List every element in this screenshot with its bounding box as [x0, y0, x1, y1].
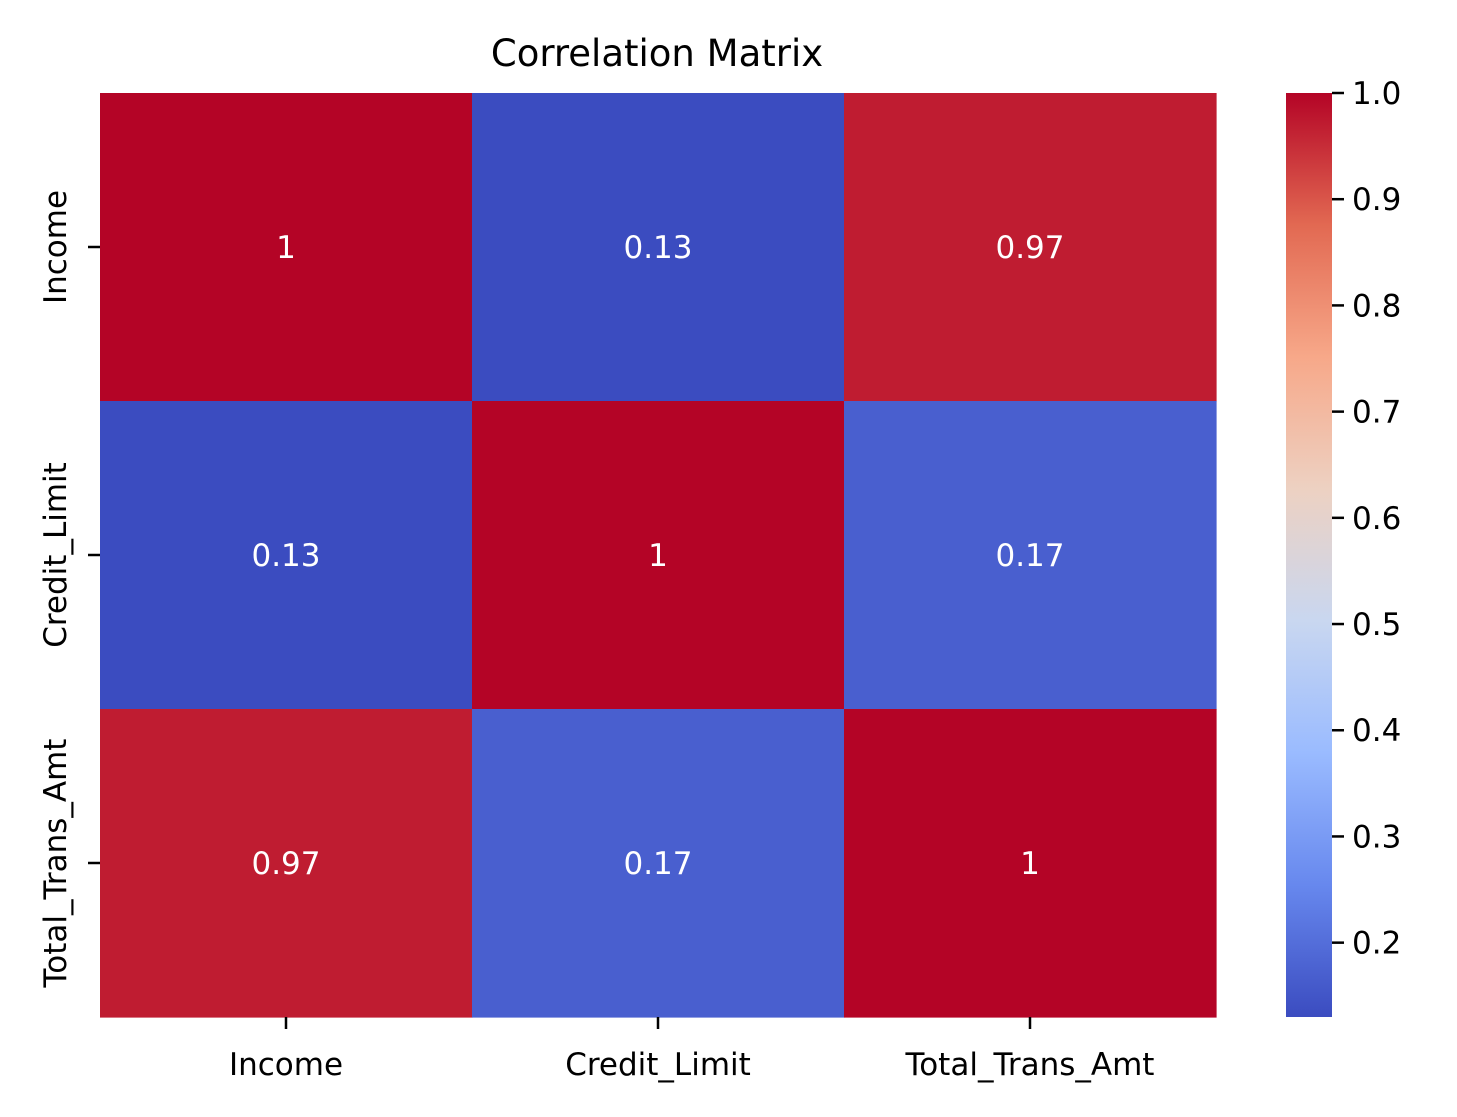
cell-value-label: 0.97: [995, 230, 1064, 266]
colorbar-tick-label: 0.7: [1352, 395, 1401, 431]
cell-value-label: 0.13: [251, 538, 320, 574]
x-tick-label: Total_Trans_Amt: [905, 1047, 1155, 1083]
heatmap-cell: [472, 93, 845, 402]
cell-value-label: 1: [276, 230, 296, 266]
cell-value-label: 0.13: [623, 230, 692, 266]
heatmap-cell-labels: 1 0.13 0.97 0.13 1 0.17 0.97 0.17 1: [251, 230, 1064, 882]
y-tick-label: Total_Trans_Amt: [38, 739, 74, 989]
colorbar-tick-label: 0.3: [1352, 819, 1401, 855]
heatmap-cell: [844, 709, 1217, 1018]
x-tick-label: Income: [229, 1047, 343, 1083]
heatmap-cells: [100, 93, 1217, 1018]
heatmap-cell: [100, 93, 473, 402]
colorbar: [1286, 93, 1332, 1017]
heatmap-cell: [472, 709, 845, 1018]
heatmap-cell: [100, 709, 473, 1018]
colorbar-tick-label: 0.4: [1352, 713, 1401, 749]
y-tick-label: Credit_Limit: [38, 462, 74, 648]
heatmap-cell: [844, 93, 1217, 402]
cell-value-label: 1: [1020, 846, 1040, 882]
chart-title: Correlation Matrix: [491, 32, 823, 75]
colorbar-tick-label: 0.2: [1352, 926, 1401, 962]
colorbar-tick-label: 1.0: [1352, 76, 1401, 112]
cell-value-label: 0.17: [623, 846, 692, 882]
colorbar-tick-label: 0.8: [1352, 288, 1401, 324]
heatmap-cell: [844, 401, 1217, 710]
y-axis: Income Credit_Limit Total_Trans_Amt: [38, 190, 100, 988]
colorbar-tick-label: 0.5: [1352, 607, 1401, 643]
y-tick-label: Income: [38, 190, 74, 304]
colorbar-axis: 0.2 0.3 0.4 0.5 0.6 0.7 0.8 0.9 1.0: [1332, 76, 1401, 962]
cell-value-label: 0.17: [995, 538, 1064, 574]
cell-value-label: 0.97: [251, 846, 320, 882]
cell-value-label: 1: [648, 538, 668, 574]
x-axis: Income Credit_Limit Total_Trans_Amt: [229, 1017, 1154, 1083]
heatmap-cell: [100, 401, 473, 710]
heatmap-cell: [472, 401, 845, 710]
x-tick-label: Credit_Limit: [565, 1047, 751, 1083]
colorbar-tick-label: 0.6: [1352, 501, 1401, 537]
colorbar-tick-label: 0.9: [1352, 182, 1401, 218]
